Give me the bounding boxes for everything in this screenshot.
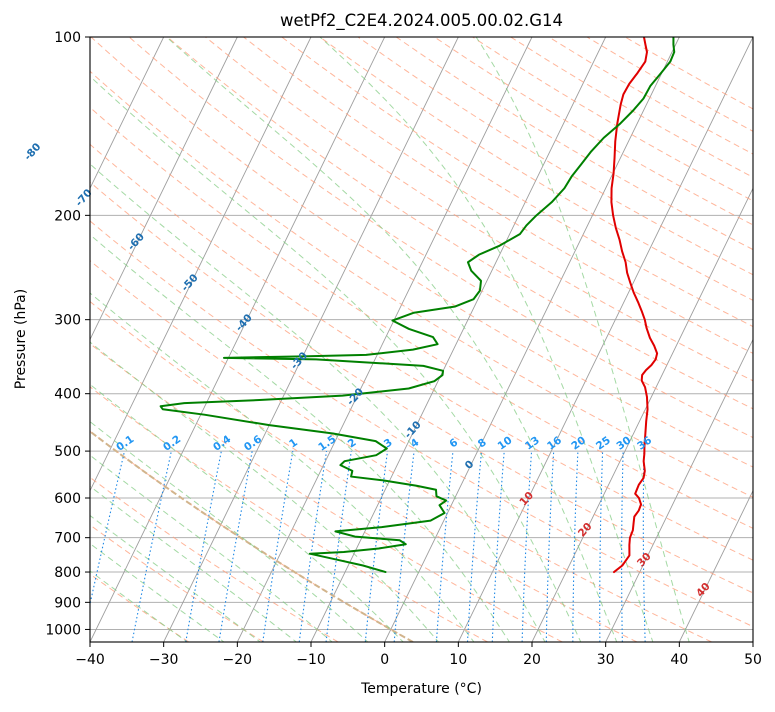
dry-adiabat bbox=[90, 476, 339, 642]
x-tick-label: 30 bbox=[597, 652, 615, 668]
dry-adiabat bbox=[90, 300, 638, 642]
x-tick-label: −30 bbox=[149, 652, 179, 668]
y-tick-label: 1000 bbox=[45, 622, 81, 638]
dry-adiabat bbox=[90, 260, 712, 642]
dry-adiabat bbox=[90, 220, 753, 628]
x-tick-label: 10 bbox=[449, 652, 467, 668]
isotherm bbox=[90, 37, 238, 341]
mixing-ratio-line bbox=[298, 451, 328, 642]
moist-adiabat bbox=[90, 292, 475, 642]
y-tick-label: 400 bbox=[54, 387, 81, 403]
chart-title: wetPf2_C2E4.2024.005.00.02.G14 bbox=[280, 11, 563, 31]
x-tick-label: −40 bbox=[75, 652, 105, 668]
y-tick-label: 800 bbox=[54, 565, 81, 581]
dewpoint-profile bbox=[159, 37, 676, 574]
y-tick-label: 600 bbox=[54, 491, 81, 507]
x-tick-label: −20 bbox=[223, 652, 253, 668]
x-tick-label: 20 bbox=[523, 652, 541, 668]
dry-adiabat bbox=[90, 106, 753, 529]
isotherm bbox=[90, 37, 386, 642]
dry-adiabat bbox=[90, 342, 563, 642]
background-lines bbox=[90, 37, 753, 642]
isotherm bbox=[90, 37, 165, 190]
moist-adiabat bbox=[90, 75, 582, 642]
x-tick-label: 0 bbox=[380, 652, 389, 668]
y-tick-label: 100 bbox=[54, 30, 81, 46]
temperature-profile bbox=[610, 37, 659, 574]
isotherm bbox=[163, 37, 459, 642]
isotherm bbox=[605, 338, 753, 642]
x-tick-label: 40 bbox=[670, 652, 688, 668]
x-tick-label: 50 bbox=[744, 652, 762, 668]
moist-adiabat bbox=[90, 514, 262, 642]
dry-adiabat bbox=[281, 37, 753, 328]
isotherm bbox=[678, 489, 753, 642]
moist-adiabat bbox=[90, 570, 189, 642]
mixing-ratio-line bbox=[435, 451, 454, 642]
y-tick-label: 500 bbox=[54, 444, 81, 460]
x-axis: −40 −30 −20 −10 0 10 20 30 40 50 bbox=[75, 642, 762, 668]
dry-adiabat bbox=[205, 37, 753, 382]
y-axis-label: Pressure (hPa) bbox=[13, 289, 29, 389]
plot-frame bbox=[89, 36, 754, 643]
x-tick-label: −10 bbox=[296, 652, 326, 668]
moist-adiabat bbox=[90, 542, 225, 642]
moist-adiabat bbox=[90, 383, 404, 642]
y-tick-label: 700 bbox=[54, 531, 81, 547]
isotherm bbox=[90, 37, 312, 492]
dry-adiabat bbox=[90, 573, 190, 642]
mixing-ratio-line bbox=[364, 451, 389, 642]
dry-adiabat bbox=[166, 37, 753, 410]
dry-adiabat bbox=[90, 143, 753, 561]
y-tick-label: 300 bbox=[54, 313, 81, 329]
moist-adiabat bbox=[319, 37, 654, 642]
moist-adiabat bbox=[90, 420, 369, 642]
y-tick-label: 200 bbox=[54, 208, 81, 224]
moist-adiabat bbox=[165, 37, 618, 642]
isotherm bbox=[457, 37, 753, 642]
moist-adiabat bbox=[90, 454, 333, 642]
y-tick-label: 900 bbox=[54, 595, 81, 611]
dry-adiabat bbox=[90, 181, 753, 594]
mixing-ratio-line bbox=[262, 451, 294, 642]
isotherm bbox=[384, 37, 680, 642]
mixing-ratio-line bbox=[325, 451, 352, 642]
moist-adiabat bbox=[90, 234, 510, 642]
isotherm bbox=[310, 37, 607, 642]
isotherm bbox=[236, 37, 533, 642]
moist-adiabat bbox=[90, 163, 546, 642]
y-axis: 100 200 300 400 500 600 700 800 900 1000 bbox=[45, 30, 90, 638]
moist-adiabat bbox=[475, 37, 690, 642]
dry-adiabat bbox=[90, 386, 488, 642]
dry-adiabat bbox=[90, 70, 753, 498]
profile-lines bbox=[159, 37, 676, 574]
mixing-ratio-line bbox=[393, 451, 415, 642]
dry-adiabat bbox=[128, 37, 753, 439]
isotherm bbox=[531, 187, 753, 642]
dry-adiabat-highlight bbox=[90, 430, 414, 642]
dry-adiabat bbox=[319, 37, 753, 301]
x-axis-label: Temperature (°C) bbox=[360, 681, 482, 697]
